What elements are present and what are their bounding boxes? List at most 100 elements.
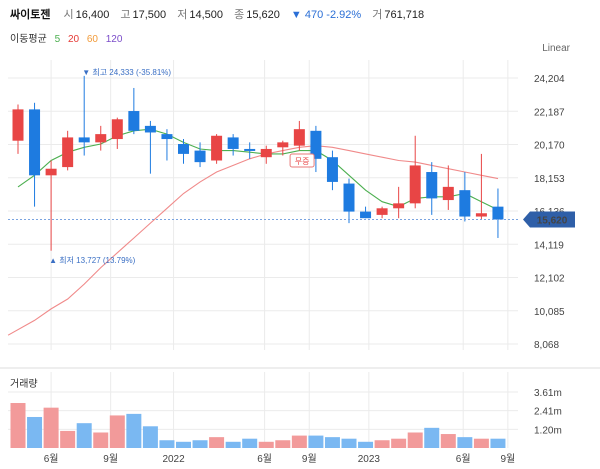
- volume-bar[interactable]: [159, 440, 175, 448]
- candle-body[interactable]: [62, 137, 74, 168]
- volume-label: 거: [372, 9, 383, 21]
- candle-body[interactable]: [293, 129, 305, 146]
- candle-body[interactable]: [426, 172, 438, 199]
- volume-bar[interactable]: [358, 441, 374, 448]
- all-time-high-annotation: ▼ 최고 24,333 (-35.81%): [82, 67, 171, 77]
- candle-body[interactable]: [194, 150, 206, 163]
- y-tick-label: 10,085: [534, 307, 565, 318]
- candle-body[interactable]: [178, 144, 189, 154]
- candle-body[interactable]: [45, 168, 57, 176]
- moving-average-legend[interactable]: 이동평균 5 20 60 120: [10, 30, 127, 45]
- ma5-line: [17, 128, 499, 211]
- high-label: 고: [120, 9, 131, 21]
- candle-body[interactable]: [211, 135, 223, 161]
- ma-5-label[interactable]: 5: [54, 34, 61, 45]
- y-tick-label: 14,119: [534, 240, 564, 251]
- volume-bar[interactable]: [209, 437, 225, 448]
- candle-body[interactable]: [12, 109, 24, 141]
- candle-body[interactable]: [409, 165, 421, 204]
- volume-bar[interactable]: [490, 438, 506, 448]
- x-tick-label: 9월: [500, 453, 515, 465]
- volume-tick-label: 2.41m: [534, 407, 562, 418]
- volume-bar[interactable]: [109, 415, 125, 448]
- candle-body[interactable]: [244, 148, 256, 151]
- high-value: 17,500: [132, 9, 167, 21]
- volume-bar[interactable]: [275, 440, 291, 448]
- scale-toggle[interactable]: Linear: [542, 43, 570, 54]
- volume-bar[interactable]: [126, 413, 142, 448]
- all-time-low-annotation: ▲ 최저 13,727 (13.79%): [49, 255, 136, 265]
- volume-bar[interactable]: [192, 440, 208, 448]
- x-tick-label: 6월: [456, 453, 471, 465]
- ma-60-label[interactable]: 60: [86, 34, 98, 45]
- candle-body[interactable]: [78, 137, 90, 143]
- candle-body[interactable]: [95, 134, 107, 143]
- volume-bar[interactable]: [225, 441, 241, 448]
- ma-20-label[interactable]: 20: [67, 34, 80, 45]
- volume-bar[interactable]: [407, 432, 423, 448]
- volume-bar[interactable]: [258, 441, 274, 448]
- candle-body[interactable]: [492, 206, 504, 220]
- candle-body[interactable]: [128, 111, 140, 131]
- event-marker-box: [289, 153, 315, 168]
- y-tick-label: 22,187: [534, 107, 565, 118]
- volume-bar[interactable]: [176, 441, 191, 448]
- volume-bar[interactable]: [440, 434, 456, 448]
- candle-body[interactable]: [343, 183, 355, 212]
- candle-body[interactable]: [360, 211, 372, 219]
- volume-bar[interactable]: [60, 430, 76, 448]
- y-tick-label: 12,102: [534, 274, 565, 285]
- volume-bar[interactable]: [93, 432, 109, 448]
- volume-bar[interactable]: [291, 435, 307, 448]
- volume-bar[interactable]: [341, 438, 357, 448]
- x-tick-label: 2023: [358, 454, 381, 465]
- volume-bar[interactable]: [374, 440, 390, 448]
- current-price-label: 15,620: [537, 216, 568, 227]
- volume-tick-label: 1.20m: [534, 425, 562, 436]
- candle-body[interactable]: [310, 130, 322, 159]
- volume-bar[interactable]: [43, 407, 59, 448]
- candle-body[interactable]: [29, 109, 41, 176]
- volume-bar[interactable]: [10, 403, 26, 448]
- candle-body[interactable]: [326, 157, 338, 182]
- y-tick-label: 18,153: [534, 174, 565, 185]
- candle-body[interactable]: [227, 137, 239, 149]
- candle-body[interactable]: [144, 125, 156, 133]
- volume-panel-label: 거래량: [10, 379, 38, 390]
- x-tick-label: 6월: [257, 453, 272, 465]
- volume-bar[interactable]: [457, 437, 473, 448]
- ma-legend-title: 이동평균: [10, 34, 47, 45]
- candle-body[interactable]: [459, 190, 471, 217]
- volume-bar[interactable]: [324, 437, 340, 448]
- volume-tick-label: 3.61m: [534, 388, 562, 399]
- y-tick-label: 24,204: [534, 74, 565, 85]
- volume-bar[interactable]: [27, 416, 43, 448]
- ma-120-label[interactable]: 120: [105, 34, 123, 45]
- volume-value: 761,718: [384, 9, 425, 21]
- volume-bar[interactable]: [76, 423, 92, 448]
- stock-name: 싸이토젠: [10, 9, 51, 21]
- candle-body[interactable]: [277, 142, 289, 148]
- candle-body[interactable]: [161, 134, 173, 140]
- y-tick-label: 8,068: [534, 340, 559, 351]
- candle-body[interactable]: [442, 186, 454, 201]
- candle-body[interactable]: [376, 208, 388, 215]
- candle-body[interactable]: [393, 203, 405, 209]
- open-label: 시: [63, 9, 74, 21]
- volume-bar[interactable]: [242, 438, 258, 448]
- volume-bar[interactable]: [142, 426, 158, 448]
- volume-bar[interactable]: [391, 438, 407, 448]
- candle-body[interactable]: [260, 148, 272, 158]
- x-tick-label: 6월: [44, 453, 59, 465]
- low-value: 14,500: [189, 9, 224, 21]
- volume-bar[interactable]: [473, 438, 489, 448]
- x-tick-label: 9월: [302, 453, 317, 465]
- candle-body[interactable]: [111, 119, 123, 140]
- x-tick-label: 2022: [162, 454, 185, 465]
- candle-body[interactable]: [475, 213, 487, 217]
- low-label: 저: [177, 9, 188, 21]
- volume-bar[interactable]: [424, 427, 440, 448]
- volume-bar[interactable]: [308, 435, 324, 448]
- y-tick-label: 20,170: [534, 141, 565, 152]
